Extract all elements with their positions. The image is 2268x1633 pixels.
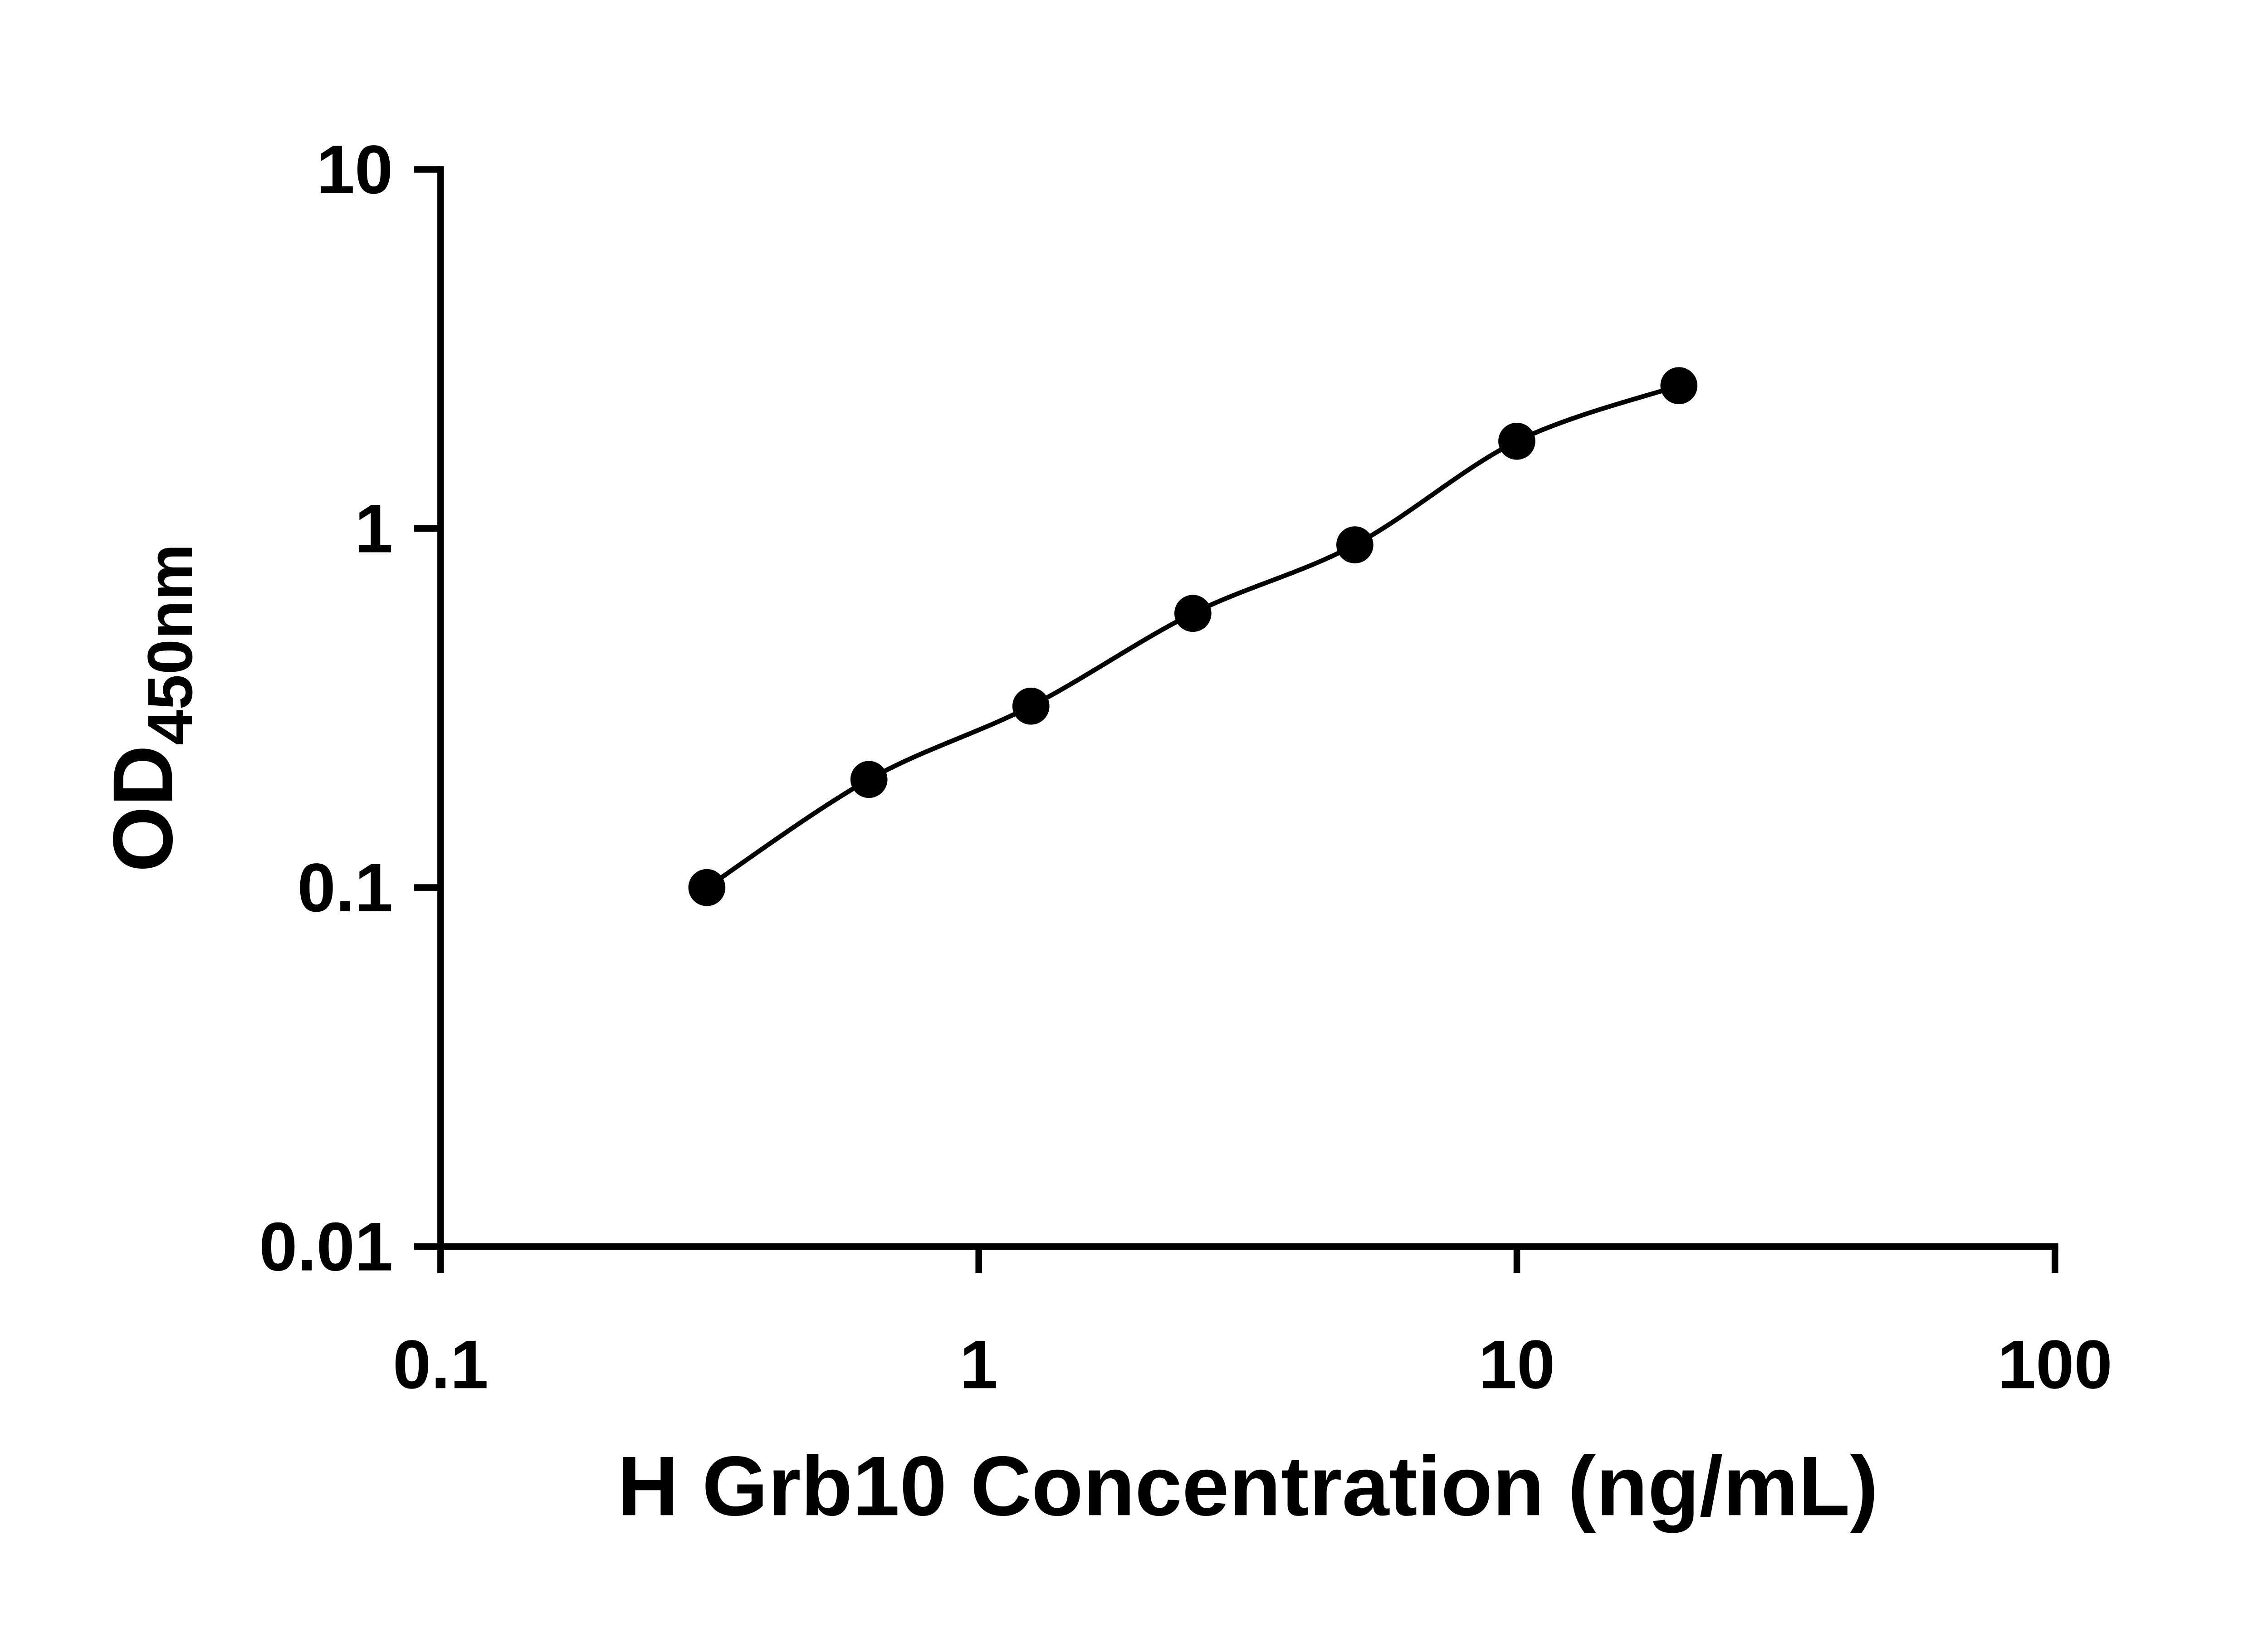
- data-point-marker: [1336, 526, 1374, 563]
- x-axis-title: H Grb10 Concentration (ng/mL): [617, 1438, 1878, 1533]
- data-point-marker: [1012, 687, 1050, 725]
- data-point-marker: [1174, 595, 1212, 632]
- data-point-marker: [688, 869, 726, 906]
- x-axis-tick-label: 100: [1998, 1326, 2112, 1403]
- x-axis-tick-label: 0.1: [393, 1326, 489, 1403]
- y-axis-tick-label: 0.01: [259, 1209, 393, 1286]
- x-axis-tick-label: 10: [1479, 1326, 1555, 1403]
- x-axis-tick-label: 1: [960, 1326, 998, 1403]
- data-point-marker: [1660, 367, 1698, 405]
- y-axis-tick-label: 0.1: [298, 850, 393, 926]
- y-axis-title-sub: 450nm: [134, 544, 205, 745]
- data-point-marker: [850, 761, 888, 798]
- y-axis-title: OD450nm: [95, 544, 205, 872]
- y-axis-tick-label: 10: [317, 132, 393, 208]
- standard-curve-line: [705, 383, 1680, 890]
- y-axis-title-main: OD: [95, 745, 190, 872]
- data-point-marker: [1498, 422, 1535, 460]
- y-axis-tick-label: 1: [355, 491, 393, 567]
